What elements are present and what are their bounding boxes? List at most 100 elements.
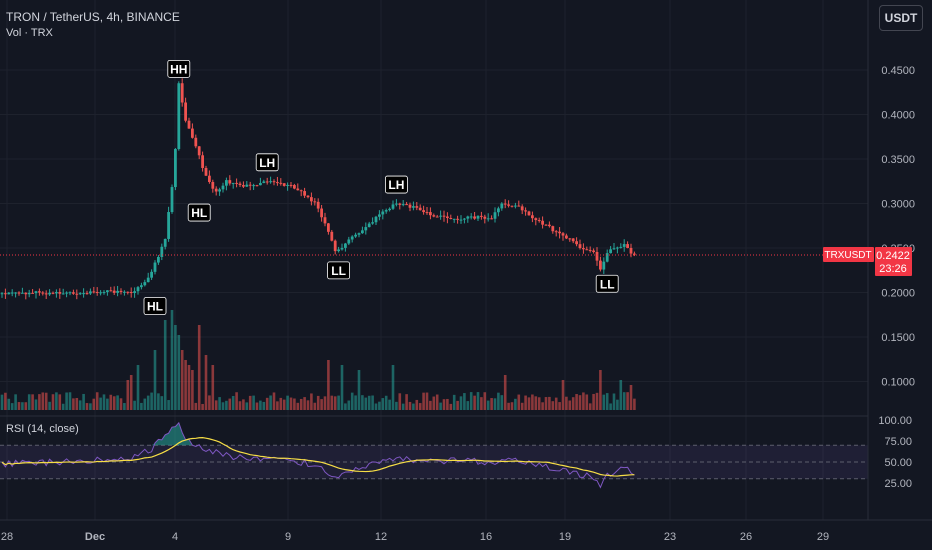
pattern-label: HH: [167, 59, 191, 78]
volume-bar: [296, 402, 300, 410]
candle-body: [313, 201, 317, 203]
candle: [469, 213, 473, 220]
candle: [55, 289, 58, 298]
volume-bar: [398, 393, 402, 410]
candle-body: [34, 291, 38, 294]
volume-bar: [259, 400, 262, 410]
candle: [299, 189, 303, 197]
volume-bar: [619, 380, 623, 410]
price-tick-label: 0.1500: [881, 332, 915, 344]
volume-bar: [163, 320, 167, 410]
candle-body: [629, 247, 633, 254]
candle-body: [252, 185, 255, 187]
candle: [262, 179, 266, 184]
candle: [568, 237, 572, 242]
candle-body: [235, 182, 238, 184]
pattern-label-text: LH: [388, 178, 404, 192]
candle: [163, 238, 167, 250]
volume-bar: [391, 365, 395, 410]
candle-body: [160, 246, 164, 257]
candle-body: [133, 291, 136, 294]
candle-body: [435, 216, 439, 218]
candle: [337, 246, 340, 253]
candle: [218, 187, 221, 196]
candle-body: [367, 223, 371, 228]
volume-bar: [102, 394, 106, 410]
volume-bar: [446, 398, 449, 410]
candle: [452, 218, 456, 223]
candle: [514, 202, 517, 209]
candle: [551, 225, 555, 234]
candle: [248, 181, 252, 191]
currency-button[interactable]: USDT: [879, 5, 923, 31]
volume-bar: [401, 403, 405, 410]
candle-body: [119, 290, 123, 292]
grid-lines: [0, 0, 868, 520]
volume-bar: [211, 365, 215, 410]
volume-bar: [626, 392, 629, 410]
candle-body: [415, 206, 419, 208]
volume-bar: [109, 394, 113, 410]
candle: [153, 260, 157, 275]
candle-body: [221, 185, 225, 190]
volume-bar: [344, 403, 347, 410]
candle-body: [44, 293, 48, 295]
volume-bar: [146, 395, 150, 410]
candle: [327, 222, 330, 235]
candle-body: [361, 230, 364, 234]
candle-body: [520, 206, 524, 211]
candle: [415, 202, 419, 211]
candle-body: [408, 204, 412, 208]
volume-bar: [361, 395, 364, 410]
candle: [364, 222, 368, 235]
volume-bar: [480, 397, 483, 410]
volume-bar: [432, 396, 436, 410]
candle-body: [276, 182, 279, 184]
candle-body: [456, 218, 459, 220]
volume-bar: [330, 395, 334, 410]
volume-bar: [388, 399, 391, 410]
volume-bar: [136, 365, 140, 410]
candle-body: [157, 256, 160, 263]
candle: [537, 217, 541, 223]
candle: [201, 151, 204, 172]
candle-body: [72, 292, 75, 294]
candle-body: [330, 231, 334, 241]
volume-bar: [456, 400, 459, 410]
volume-bar: [194, 402, 198, 410]
rsi-label: RSI (14, close): [6, 423, 79, 435]
candle-body: [537, 220, 541, 222]
volume-bar: [565, 396, 568, 410]
candle-body: [187, 120, 191, 129]
candle-body: [320, 208, 323, 218]
candle-body: [490, 218, 493, 220]
candle: [92, 286, 96, 294]
candle: [333, 239, 337, 255]
symbol-text: TRXUSDT: [824, 250, 871, 261]
candle-body: [412, 206, 415, 208]
volume-bar: [167, 400, 170, 410]
candle: [310, 192, 313, 206]
price-tick-label: 0.4500: [881, 65, 915, 77]
volume-bar: [381, 398, 385, 410]
volume-bar: [133, 400, 136, 410]
pattern-label-box: [595, 274, 619, 293]
candle: [395, 199, 398, 207]
candle-body: [391, 204, 395, 209]
candle: [473, 212, 476, 220]
candle: [401, 200, 405, 207]
candle: [456, 215, 459, 224]
volume-bar: [180, 350, 184, 410]
candle-body: [286, 184, 289, 186]
candle-body: [350, 236, 354, 240]
candle: [323, 212, 327, 227]
candle-body: [126, 291, 130, 293]
candle: [483, 214, 487, 224]
candle: [136, 285, 140, 295]
volume-bar: [405, 394, 408, 410]
candle: [330, 229, 334, 242]
pattern-label-text: LH: [259, 156, 275, 170]
volume-bar: [174, 325, 177, 410]
candle: [476, 215, 480, 221]
